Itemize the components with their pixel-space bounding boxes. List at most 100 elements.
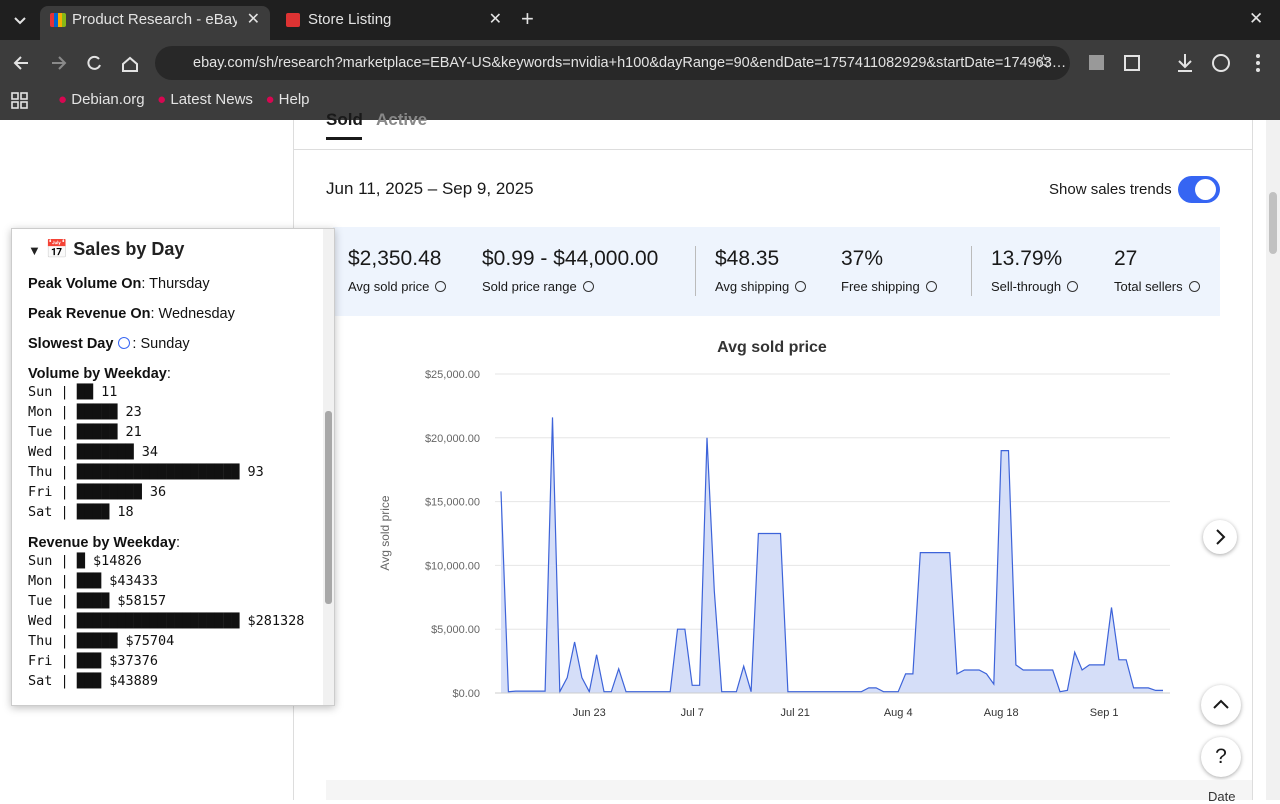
column-header: Date xyxy=(1208,789,1236,804)
spacer xyxy=(28,522,318,533)
y-axis-title: Avg sold price xyxy=(378,495,392,570)
stat-label-text: Free shipping xyxy=(841,279,920,294)
stat-label-text: Total sellers xyxy=(1114,279,1183,294)
chart-title: Avg sold price xyxy=(717,339,827,356)
bar-line: Sun | ██ 11 xyxy=(28,384,118,400)
bar-line: Sat | ████ 18 xyxy=(28,504,134,520)
x-tick-label: Aug 4 xyxy=(884,707,913,719)
y-tick-label: $20,000.00 xyxy=(425,433,480,445)
bar-line: Fri | ████████ 36 xyxy=(28,484,167,500)
tab-search[interactable] xyxy=(10,10,30,30)
bookmarks: ● Debian.org ● Latest News ● Help xyxy=(58,91,310,108)
bar-line: Fri | ███ $37376 xyxy=(28,653,159,669)
panel-header[interactable]: ▼ 📅 Sales by Day xyxy=(28,239,185,259)
table-header: Date xyxy=(326,780,1252,804)
bar-line: Tue | ████ $58157 xyxy=(28,593,167,609)
tab-active[interactable]: Product Research - eBay ✕ xyxy=(40,6,270,40)
nav-buttons[interactable] xyxy=(0,40,150,86)
stat-label-text: Sold price range xyxy=(482,279,577,294)
fact: Peak Revenue On: Wednesday xyxy=(28,306,318,322)
new-tab[interactable]: + xyxy=(521,6,534,31)
info-icon[interactable] xyxy=(582,281,594,292)
tab-sold[interactable]: Sold xyxy=(326,110,363,129)
line xyxy=(500,417,1163,695)
info-icon[interactable] xyxy=(1188,281,1200,292)
info-icon[interactable] xyxy=(795,281,807,292)
spacer xyxy=(28,691,318,702)
stat-label: Free shipping xyxy=(841,279,937,294)
x-tick-label: Jun 23 xyxy=(573,707,606,719)
tab-title: Product Research - eBay xyxy=(72,11,237,28)
stat-value: $0.99 - $44,000.00 xyxy=(482,247,659,270)
help-button[interactable]: ? xyxy=(1201,737,1241,777)
info-icon xyxy=(118,337,131,349)
bar-line: Wed | ███████ 34 xyxy=(28,444,159,460)
toggle[interactable] xyxy=(1178,176,1220,203)
y-tick-label: $25,000.00 xyxy=(425,369,480,381)
panel-body: Peak Volume On: Thursday Peak Revenue On:… xyxy=(28,276,318,702)
bar-line: Mon | ███ $43433 xyxy=(28,573,159,589)
date-range: Jun 11, 2025 – Sep 9, 2025 xyxy=(326,179,534,198)
fact-label: Peak Volume On xyxy=(28,276,142,292)
bookmark[interactable]: Latest News xyxy=(170,91,253,108)
bar-line: Mon | █████ 23 xyxy=(28,404,142,420)
tab[interactable]: Store Listing ✕ xyxy=(276,6,512,40)
x-tick-label: Aug 18 xyxy=(984,707,1019,719)
area xyxy=(501,417,1163,693)
y-tick-label: $15,000.00 xyxy=(425,497,480,509)
bookmark[interactable]: Help xyxy=(278,91,310,108)
toolbar-icons[interactable] xyxy=(1080,50,1270,76)
y-tick-label: $0.00 xyxy=(452,688,480,700)
stat-value: 37% xyxy=(841,247,884,270)
scrollbar[interactable] xyxy=(1266,120,1280,800)
stat-label: Sell-through xyxy=(991,279,1079,294)
fact: Peak Volume On: Thursday xyxy=(28,276,318,292)
info-icon[interactable] xyxy=(925,281,937,292)
stat-value: 27 xyxy=(1114,247,1138,270)
stat-label-text: Sell-through xyxy=(991,279,1062,294)
stat-label: Total sellers xyxy=(1114,279,1200,294)
panel-title: 📅 Sales by Day xyxy=(45,239,185,259)
address-bar[interactable]: ebay.com/sh/research?marketplace=EBAY-US… xyxy=(155,46,1070,80)
scroll-top[interactable] xyxy=(1201,685,1241,725)
bar-line: Thu | █████ $75704 xyxy=(28,633,175,649)
sales-panel: ▼ 📅 Sales by Day Peak Volume On: Thursda… xyxy=(11,228,335,706)
section-title: Volume by Weekday: xyxy=(28,366,318,382)
y-tick-label: $10,000.00 xyxy=(425,560,480,572)
y-tick-label: $5,000.00 xyxy=(431,624,480,636)
info-icon[interactable] xyxy=(435,281,447,292)
x-tick-label: Jul 21 xyxy=(781,707,810,719)
toolbar: ebay.com/sh/research?marketplace=EBAY-US… xyxy=(0,40,1280,120)
info-icon[interactable] xyxy=(1067,281,1079,292)
section-title-text: Volume by Weekday xyxy=(28,366,167,382)
apps-icon[interactable] xyxy=(10,91,30,111)
bar-line: Tue | █████ 21 xyxy=(28,424,142,440)
chart: Avg sold price Avg sold price $0.00 $5,00… xyxy=(378,339,1170,719)
bar-line: Thu | ████████████████████ 93 xyxy=(28,464,264,480)
tab-underline xyxy=(326,137,362,140)
divider xyxy=(293,149,1253,150)
fact-value: : Sunday xyxy=(132,336,190,352)
stat-label-text: Avg shipping xyxy=(715,279,790,294)
section-title-text: Revenue by Weekday xyxy=(28,535,177,551)
close-window[interactable]: ✕ xyxy=(1249,9,1264,28)
tab-title: Store Listing xyxy=(308,11,392,28)
stat-label: Avg shipping xyxy=(715,279,807,294)
tab-strip: Product Research - eBay ✕ Store Listing … xyxy=(0,0,1280,40)
bar-line: Wed | ████████████████████ $281328 xyxy=(28,613,305,629)
stat-value: $2,350.48 xyxy=(348,247,442,270)
stat-value: 13.79% xyxy=(991,247,1063,270)
fact-value: : Thursday xyxy=(141,276,210,292)
next-button[interactable] xyxy=(1203,520,1237,554)
section-title: Revenue by Weekday: xyxy=(28,535,318,551)
stat-label-text: Avg sold price xyxy=(348,279,430,294)
x-tick-label: Sep 1 xyxy=(1090,707,1119,719)
bar-line: Sat | ███ $43889 xyxy=(28,673,159,689)
stats-bar: $2,350.48 Avg sold price $0.99 - $44,000.0… xyxy=(333,227,1220,316)
bookmark[interactable]: Debian.org xyxy=(71,91,145,108)
stat-value: $48.35 xyxy=(715,247,780,270)
tab-active-listings[interactable]: Active xyxy=(376,110,428,129)
colon: : xyxy=(176,535,181,551)
panel-scrollbar[interactable] xyxy=(323,229,334,705)
